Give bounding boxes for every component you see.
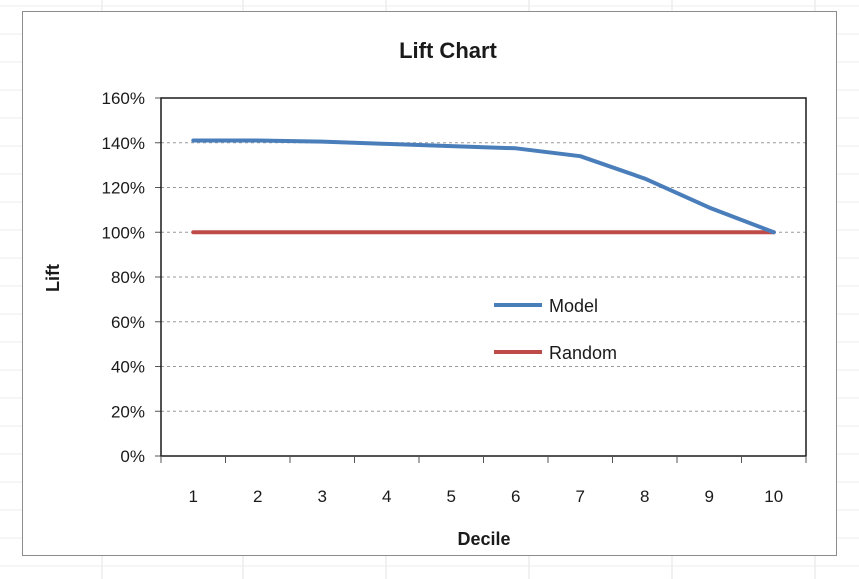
y-tick-label: 140%: [102, 134, 145, 153]
x-tick-label: 7: [576, 487, 585, 506]
y-tick-label: 40%: [111, 358, 145, 377]
y-tick-label: 80%: [111, 268, 145, 287]
x-tick-label: 9: [705, 487, 714, 506]
chart-area[interactable]: Lift Chart 0% 20% 40% 60% 80% 100% 120% 140% 160…: [22, 11, 837, 556]
y-tick-label: 100%: [102, 223, 145, 242]
y-tick-label: 60%: [111, 313, 145, 332]
x-tick-label: 5: [447, 487, 456, 506]
x-axis-label: Decile: [457, 529, 510, 549]
y-tick-label: 20%: [111, 402, 145, 421]
x-tick-label: 2: [253, 487, 262, 506]
y-axis-label: Lift: [43, 264, 63, 292]
legend-label-model: Model: [549, 296, 598, 316]
y-tick-label: 160%: [102, 89, 145, 108]
chart-title: Lift Chart: [399, 38, 497, 63]
x-tick-label: 6: [511, 487, 520, 506]
x-tick-label: 1: [189, 487, 198, 506]
series-line-model: [191, 138, 776, 235]
y-tick-label: 120%: [102, 179, 145, 198]
x-tick-label: 4: [382, 487, 391, 506]
legend-label-random: Random: [549, 343, 617, 363]
y-tick-label: 0%: [120, 447, 145, 466]
x-tick-label: 3: [318, 487, 327, 506]
lift-chart: Lift Chart 0% 20% 40% 60% 80% 100% 120% 140% 160…: [43, 38, 807, 549]
legend: Model Random: [494, 296, 617, 363]
x-tick-label: 10: [764, 487, 783, 506]
x-tick-label: 8: [640, 487, 649, 506]
